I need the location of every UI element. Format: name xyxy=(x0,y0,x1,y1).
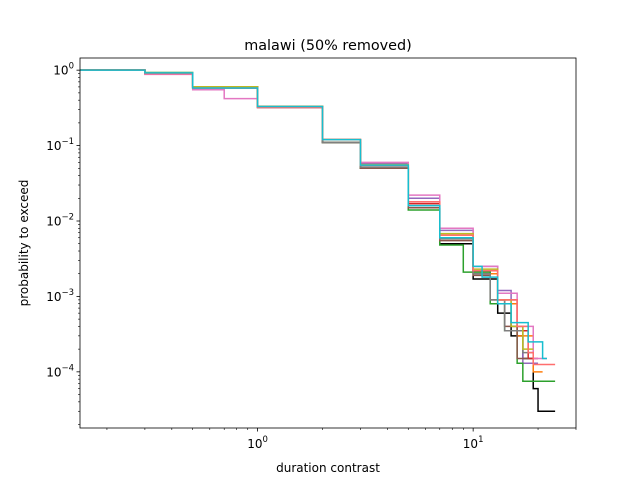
y-tick-label-4: 10−3 xyxy=(46,288,74,304)
axes-frame xyxy=(79,57,577,429)
y-tick-label-2: 10−1 xyxy=(46,137,74,153)
y-tick-label-1: 100 xyxy=(53,62,74,78)
y-axis-label: probability to exceed xyxy=(17,180,31,307)
series-layer xyxy=(80,69,556,413)
x-tick-label-2: 101 xyxy=(463,435,484,451)
tick-layer: 100 101 100 10−1 10−2 10−3 10−4 xyxy=(46,62,577,451)
series-line-11 xyxy=(80,69,547,360)
y-tick-label-5: 10−4 xyxy=(46,363,74,379)
plot-area xyxy=(80,58,576,428)
y-tick-label-3: 10−2 xyxy=(46,213,74,229)
series-line-7 xyxy=(80,69,547,360)
x-axis-label: duration contrast xyxy=(276,461,380,475)
x-tick-label-1: 100 xyxy=(247,435,268,451)
chart-title: malawi (50% removed) xyxy=(244,38,412,54)
